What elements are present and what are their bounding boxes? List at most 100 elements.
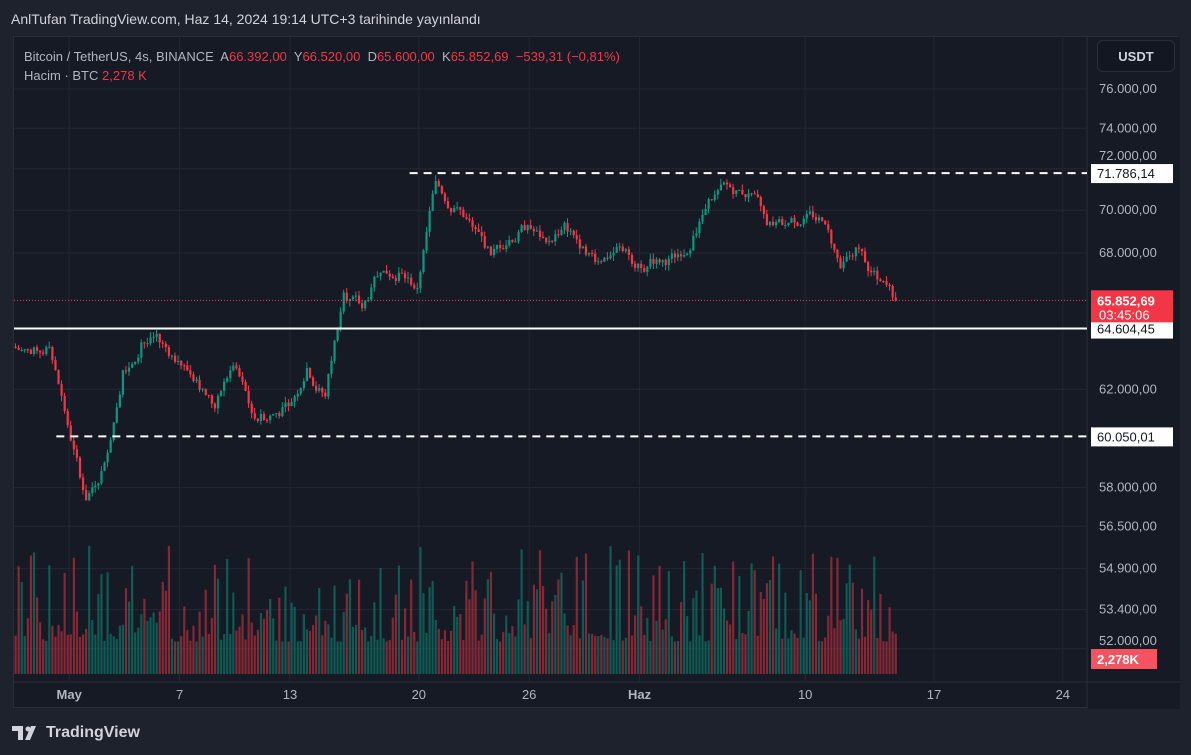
volume-bar [744, 634, 747, 674]
volume-bar [238, 626, 241, 674]
volume-bar [597, 636, 600, 674]
candle-body [364, 300, 367, 309]
volume-bar [78, 636, 82, 674]
volume-bar [535, 589, 539, 674]
candle-body [606, 257, 609, 259]
volume-bar [388, 640, 391, 674]
candle-body [48, 347, 51, 349]
candle-body [81, 477, 85, 491]
level-price-label: 64.604,45 [1097, 322, 1155, 337]
level-price-tag [1091, 427, 1173, 447]
volume-bar [578, 638, 581, 674]
volume-bar [563, 613, 566, 674]
volume-bar [416, 641, 419, 674]
price-chart[interactable]: 76.000,00 74.000,00 72.000,00 70.000,00 68.0… [14, 37, 1180, 709]
candle-body [563, 222, 566, 230]
candle-body [69, 425, 72, 441]
volume-bar [100, 574, 103, 674]
volume-bar [486, 579, 489, 674]
candle-body [796, 222, 799, 226]
volume-bar [649, 641, 652, 674]
volume-bar [560, 572, 563, 674]
chart-frame[interactable]: 76.000,00 74.000,00 72.000,00 70.000,00 68.0… [13, 36, 1180, 709]
candle-body [354, 295, 358, 297]
volume-bar [465, 580, 468, 674]
volume-bar [382, 638, 385, 674]
candle-body [106, 452, 109, 463]
candle-body [91, 487, 94, 493]
candle-body [523, 225, 526, 231]
volume-bar [594, 635, 597, 674]
volume-bar [679, 602, 683, 674]
change-value: −539,31 (−0,81%) [515, 49, 620, 64]
volume-bar [287, 641, 290, 674]
x-tick-label: Haz [628, 687, 652, 702]
volume-bar [14, 635, 17, 674]
x-tick-label: 20 [412, 687, 426, 702]
candle-body [186, 365, 189, 371]
candle-body [673, 253, 677, 258]
volume-bar [348, 579, 351, 674]
volume-bar [722, 608, 726, 674]
volume-bar [63, 572, 66, 674]
volume-bar [265, 609, 269, 674]
price-axis [1087, 37, 1180, 709]
volume-bar [112, 636, 115, 674]
volume-bar [529, 638, 532, 674]
volume-bar [523, 624, 526, 674]
candle-body [821, 217, 824, 221]
volume-bar [676, 640, 680, 674]
candle-body [400, 272, 404, 274]
volume-bar [845, 583, 848, 674]
volume-bar [882, 641, 885, 674]
candle-body [741, 189, 744, 195]
symbol-label[interactable]: Bitcoin / TetherUS, 4s, BINANCE [24, 49, 214, 64]
candle-body [385, 270, 388, 274]
candle-body [575, 235, 578, 240]
volume-bar [833, 628, 836, 674]
volume-bar [226, 558, 229, 674]
candle-body [759, 197, 762, 207]
candle-body [578, 239, 581, 249]
volume-bar [526, 601, 529, 674]
volume-bar [462, 639, 465, 674]
volume-bar [499, 641, 502, 674]
candle-body [468, 218, 471, 221]
candle-body [768, 221, 772, 226]
candle-body [121, 370, 125, 395]
currency-button[interactable]: USDT [1097, 40, 1175, 72]
candle-body [566, 222, 569, 232]
volume-label[interactable]: Hacim · BTC [24, 68, 99, 83]
candle-body [793, 218, 796, 223]
candle-body [842, 261, 845, 269]
candle-body [701, 214, 704, 222]
volume-bar [489, 571, 493, 674]
candle-body [281, 407, 284, 417]
brand-name: TradingView [46, 724, 140, 741]
candle-body [707, 199, 710, 209]
volume-bar [216, 578, 220, 674]
volume-bar [410, 579, 413, 674]
candle-body [327, 374, 330, 397]
y-tick-label: 70.000,00 [1099, 202, 1157, 217]
candle-body [269, 415, 272, 421]
tradingview-logo[interactable]: TradingView [12, 724, 140, 742]
volume-bar [373, 602, 376, 674]
volume-bar [627, 550, 631, 674]
candle-body [781, 219, 784, 226]
candle-body [219, 390, 223, 396]
candle-body [63, 395, 66, 412]
candle-body [756, 194, 759, 198]
candle-body [597, 261, 600, 263]
volume-bar [115, 638, 118, 674]
volume-bar [158, 611, 161, 674]
volume-bar [876, 637, 879, 674]
x-tick-label: 7 [176, 687, 183, 702]
candle-body [256, 418, 259, 421]
volume-bar [385, 641, 388, 674]
candle-body [382, 270, 385, 273]
candle-body [689, 250, 692, 254]
candle-body [775, 222, 778, 226]
volume-bar [443, 630, 447, 674]
candle-body [477, 229, 480, 233]
